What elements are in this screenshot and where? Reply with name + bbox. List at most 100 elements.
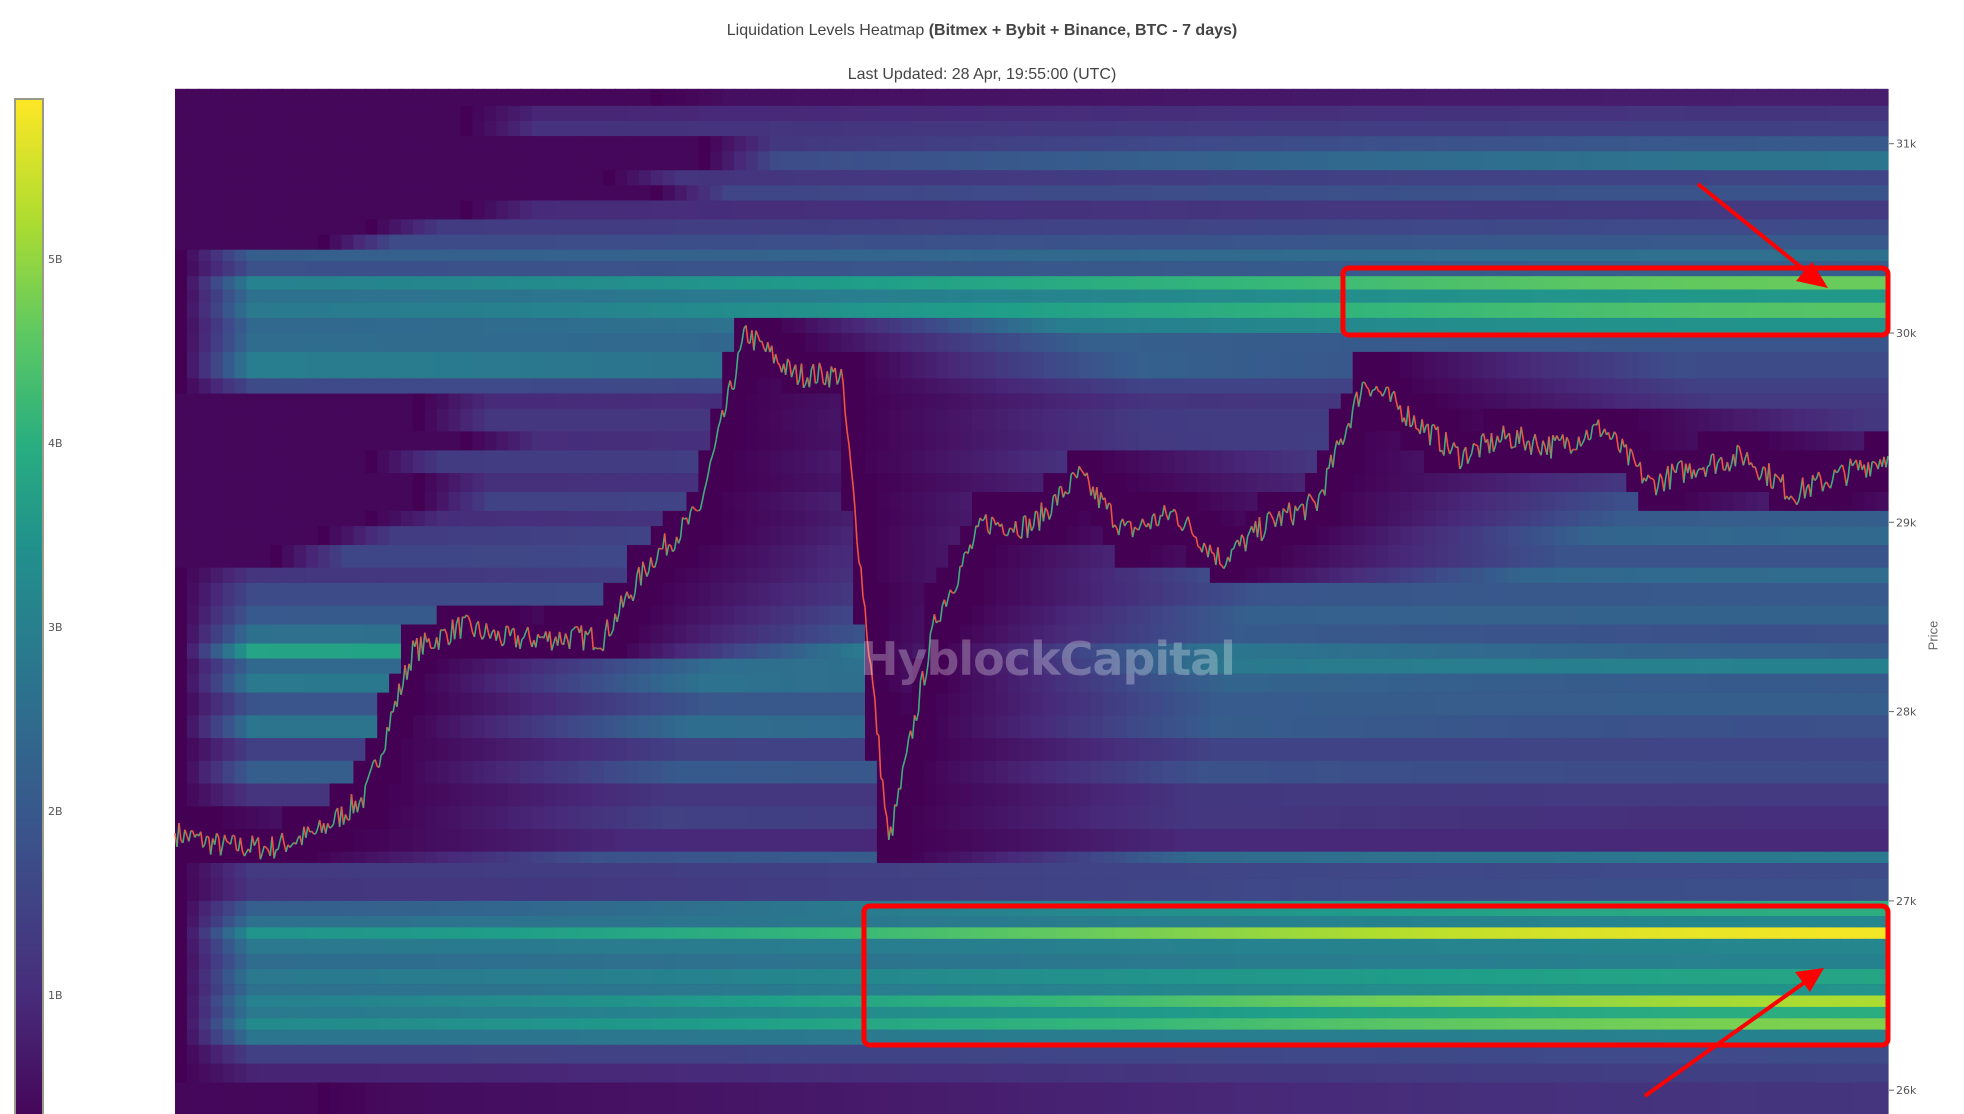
heatmap-cell [1650,333,1663,353]
heatmap-cell [638,105,652,122]
heatmap-cell [1673,431,1687,451]
heatmap-cell [1519,582,1532,606]
heatmap-cell [1245,276,1259,290]
heatmap-cell [1293,261,1306,277]
heatmap-cell [817,450,830,474]
heatmap-cell [1079,200,1092,220]
heatmap-cell [484,302,497,319]
heatmap-cell [1186,450,1199,474]
heatmap-cell [722,151,735,171]
heatmap-cell [1031,151,1044,171]
heatmap-cell [1281,276,1294,290]
heatmap-cell [1590,289,1604,304]
heatmap-cell [448,170,462,186]
heatmap-cell [1412,450,1425,474]
heatmap-cell [1281,136,1294,152]
heatmap-cell [1662,302,1675,319]
heatmap-cell [995,658,1009,674]
heatmap-cell [1388,510,1401,527]
heatmap-cell [1852,605,1865,625]
heatmap-cell [1245,317,1259,334]
heatmap-cell [496,393,509,409]
heatmap-cell [1245,105,1259,122]
heatmap-cell [1816,351,1830,379]
heatmap-cell [627,378,640,394]
heatmap-cell [1566,151,1580,171]
heatmap-cell [924,408,937,432]
heatmap-cell [1602,582,1615,606]
heatmap-cell [1162,378,1175,394]
heatmap-cell [1566,351,1580,379]
heatmap-cell [817,431,830,451]
heatmap-cell [1102,249,1116,262]
heatmap-cell [1602,136,1615,152]
heatmap-cell [1317,317,1330,334]
heatmap-cell [210,333,224,353]
heatmap-cell [1531,333,1544,353]
heatmap-cell [1019,567,1033,584]
heatmap-cell [1150,151,1163,171]
heatmap-cell [1852,121,1865,137]
heatmap-cell [1614,351,1627,379]
heatmap-cell [1186,643,1199,659]
heatmap-cell [1483,121,1496,137]
heatmap-cell [436,219,450,235]
heatmap-cell [1685,249,1699,262]
heatmap-cell [710,261,723,277]
heatmap-cell [531,136,545,152]
heatmap-cell [460,333,473,353]
heatmap-cell [781,450,795,474]
heatmap-cell [1543,249,1556,262]
heatmap-cell [627,658,640,674]
heatmap-cell [1067,289,1080,304]
heatmap-cell [389,88,402,107]
heatmap-cell [1590,450,1604,474]
heatmap-cell [175,431,188,451]
heatmap-cell [389,545,402,568]
heatmap-cell [377,88,390,107]
heatmap-cell [722,473,735,493]
heatmap-cell [876,219,890,235]
heatmap-cell [1221,351,1235,379]
heatmap-cell [1709,605,1723,625]
heatmap-cell [567,333,581,353]
heatmap-cell [853,624,866,644]
heatmap-cell [686,249,699,262]
heatmap-cell [531,302,545,319]
heatmap-cell [1769,249,1782,262]
heatmap-cell [1662,317,1675,334]
heatmap-cell [543,136,557,152]
heatmap-cell [567,289,581,304]
heatmap-cell [1495,170,1508,186]
heatmap-cell [555,567,569,584]
heatmap-cell [1388,105,1401,122]
heatmap-cell [1769,302,1782,319]
heatmap-cell [175,276,188,290]
heatmap-cell [1114,643,1128,659]
heatmap-cell [1709,643,1723,659]
heatmap-cell [1293,219,1306,235]
heatmap-cell [805,567,818,584]
heatmap-cell [698,234,711,250]
heatmap-cell [520,170,533,186]
heatmap-cell [496,351,509,379]
heatmap-cell [1376,567,1389,584]
heatmap-cell [1138,88,1152,107]
heatmap-cell [1471,408,1485,432]
heatmap-cell [757,378,771,394]
heatmap-cell [924,333,937,353]
heatmap-cell [805,317,818,334]
heatmap-cell [1007,567,1021,584]
heatmap-cell [460,450,473,474]
heatmap-cell [543,234,557,250]
heatmap-cell [1745,431,1758,451]
heatmap-cell [1840,624,1853,644]
heatmap-cell [1091,431,1104,451]
heatmap-cell [722,219,735,235]
heatmap-cell [817,261,830,277]
heatmap-cell [317,431,331,451]
heatmap-cell [1495,492,1508,512]
heatmap-cell [1031,88,1044,107]
heatmap-cell [1031,249,1044,262]
heatmap-cell [1554,333,1568,353]
